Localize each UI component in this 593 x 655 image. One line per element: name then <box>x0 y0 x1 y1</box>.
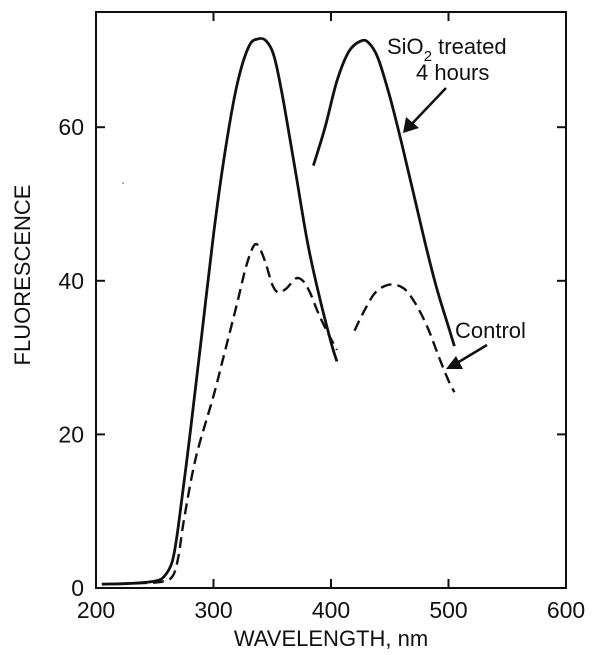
treated-series-line <box>312 38 456 347</box>
axis-ticks <box>95 12 567 589</box>
x-tick-label: 300 <box>194 597 232 623</box>
treated-suffix: treated <box>432 34 507 59</box>
scan-speck <box>122 182 124 184</box>
x-axis-title: WAVELENGTH, nm <box>234 626 428 651</box>
control-annotation: Control <box>455 318 526 343</box>
treated-arrowhead <box>403 117 419 133</box>
control-arrowhead <box>446 356 463 369</box>
treated-annotation-line2: 4 hours <box>416 60 489 85</box>
x-tick-label: 600 <box>547 597 585 623</box>
x-tick-label: 200 <box>77 597 115 623</box>
treated-subscript: 2 <box>424 48 432 65</box>
y-tick-label: 0 <box>71 575 84 601</box>
x-tick-label: 400 <box>312 597 350 623</box>
series-group <box>101 36 456 586</box>
x-tick-label: 500 <box>429 597 467 623</box>
treated-annotation-line1: SiO2 treated <box>387 34 507 65</box>
treated-prefix: SiO <box>387 34 424 59</box>
y-axis-title: FLUORESCENCE <box>10 185 35 366</box>
treated-series-line <box>101 36 339 586</box>
axis-tick-labels: 200 300 400 500 600 0 20 40 60 <box>58 114 585 623</box>
y-tick-label: 60 <box>58 114 84 140</box>
treated-arrow <box>406 87 447 130</box>
y-tick-label: 40 <box>58 268 84 294</box>
control-series-line <box>101 242 338 586</box>
y-tick-label: 20 <box>58 421 84 447</box>
